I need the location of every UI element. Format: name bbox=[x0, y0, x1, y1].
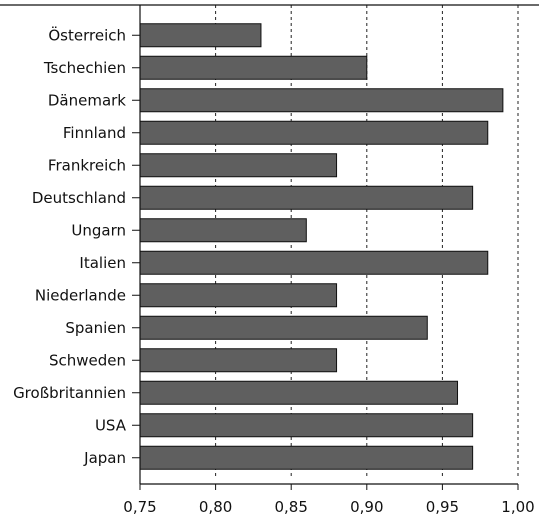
bar bbox=[139, 120, 489, 145]
x-tick-label: 1,00 bbox=[501, 498, 534, 516]
category-label: Ungarn bbox=[71, 221, 126, 239]
bars bbox=[139, 23, 504, 470]
axes: 0,75 0,80 0,85 0,90 0,95 1,00 bbox=[0, 4, 539, 516]
category-label: Deutschland bbox=[32, 189, 126, 207]
category-label: Tschechien bbox=[43, 59, 126, 77]
category-labels: Österreich Tschechien Dänemark Finnland Fran… bbox=[13, 25, 127, 467]
bar bbox=[139, 153, 338, 178]
bar bbox=[139, 315, 428, 340]
bar bbox=[139, 55, 368, 80]
bar bbox=[139, 413, 474, 438]
category-label: USA bbox=[95, 416, 127, 434]
x-tick-label: 0,75 bbox=[123, 498, 156, 516]
bar bbox=[139, 218, 307, 243]
bar bbox=[139, 88, 504, 113]
bar bbox=[139, 445, 474, 470]
x-tick-label: 0,80 bbox=[199, 498, 232, 516]
category-label: Spanien bbox=[65, 319, 126, 337]
category-label: Großbritannien bbox=[13, 384, 126, 402]
x-tick-label: 0,85 bbox=[274, 498, 307, 516]
category-label: Österreich bbox=[48, 25, 126, 44]
bar bbox=[139, 348, 338, 373]
category-label: Finnland bbox=[63, 124, 126, 142]
bar bbox=[139, 23, 262, 48]
bar bbox=[139, 185, 474, 210]
bar bbox=[139, 250, 489, 275]
category-label: Italien bbox=[79, 254, 126, 272]
category-label: Niederlande bbox=[35, 286, 126, 304]
category-label: Frankreich bbox=[48, 156, 126, 174]
x-tick-label: 0,95 bbox=[426, 498, 459, 516]
bar bbox=[139, 380, 459, 405]
category-label: Dänemark bbox=[48, 91, 126, 109]
category-label: Schweden bbox=[49, 351, 126, 369]
bar bbox=[139, 283, 338, 308]
x-tick-label: 0,90 bbox=[350, 498, 383, 516]
category-label: Japan bbox=[83, 449, 126, 467]
